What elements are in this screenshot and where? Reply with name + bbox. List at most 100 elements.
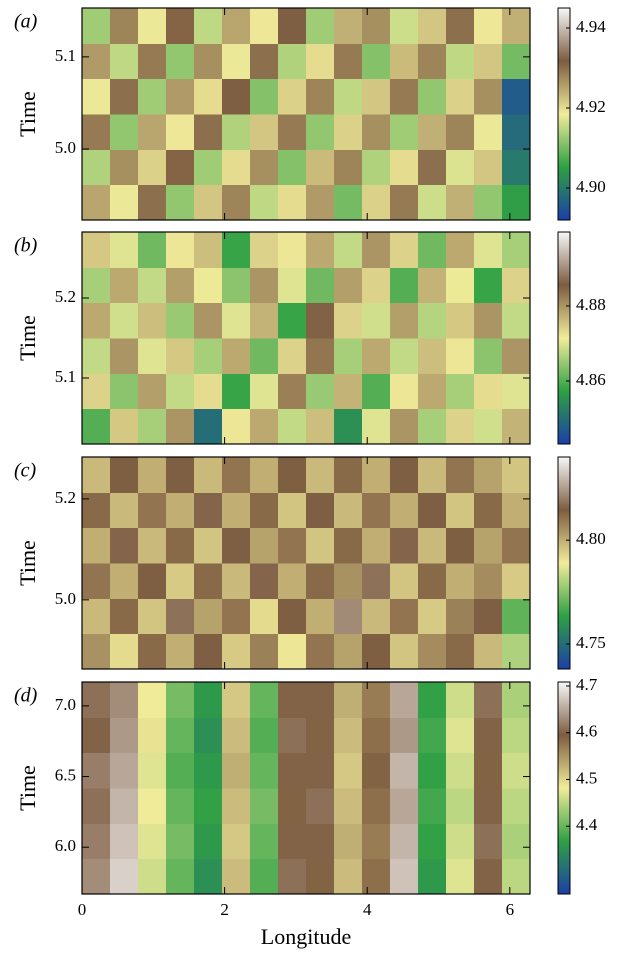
field-cell: [166, 149, 195, 186]
field-cell: [474, 457, 503, 493]
field-cell: [418, 682, 447, 718]
field-cell: [502, 78, 531, 115]
colorbar-tick-label: 4.75: [576, 633, 606, 652]
field-cell: [82, 752, 111, 789]
colorbar-tick-label: 4.5: [576, 768, 597, 787]
field-cell: [362, 682, 391, 718]
y-tick-label: 7.0: [55, 695, 76, 714]
field-cell: [82, 527, 111, 564]
field-cell: [502, 408, 531, 445]
field-cell: [82, 8, 111, 44]
field-cell: [502, 752, 531, 789]
field-cell: [390, 114, 419, 150]
field-cell: [502, 563, 531, 599]
field-cell: [474, 717, 503, 754]
field-cell: [306, 149, 335, 186]
field-cell: [138, 858, 167, 895]
field-cell: [250, 633, 279, 670]
field-cell: [474, 267, 503, 304]
field-cell: [446, 114, 475, 150]
field-cell: [334, 457, 363, 493]
field-cell: [502, 232, 531, 268]
field-cell: [110, 633, 139, 670]
field-cell: [446, 527, 475, 564]
field-cell: [306, 527, 335, 564]
field-cell: [362, 598, 391, 635]
field-cell: [306, 598, 335, 635]
field-cell: [110, 78, 139, 115]
field-cell: [138, 373, 167, 410]
field-cell: [166, 788, 195, 824]
field-cell: [166, 752, 195, 789]
field-cell: [138, 682, 167, 718]
field-cell: [390, 373, 419, 410]
field-cell: [110, 149, 139, 186]
field-cell: [362, 527, 391, 564]
panel-label: (d): [14, 685, 38, 707]
field-cell: [446, 8, 475, 44]
field-cell: [418, 114, 447, 150]
y-tick-label: 6.5: [55, 765, 76, 784]
field-cell: [82, 302, 111, 339]
field-cell: [138, 232, 167, 268]
field-cell: [250, 717, 279, 754]
x-tick-label: 2: [220, 900, 229, 919]
field-cell: [138, 457, 167, 493]
field-cell: [474, 43, 503, 80]
field-cell: [418, 788, 447, 824]
field-cell: [390, 232, 419, 268]
field-cell: [474, 823, 503, 860]
field-cell: [418, 267, 447, 304]
field-cell: [474, 682, 503, 718]
field-cell: [334, 717, 363, 754]
field-cell: [222, 633, 251, 670]
colorbar-tick-label: 4.90: [576, 177, 606, 196]
field-cell: [418, 492, 447, 529]
field-cell: [110, 114, 139, 150]
field-cell: [138, 302, 167, 339]
field-cell: [390, 492, 419, 529]
field-cell: [250, 8, 279, 44]
field-cell: [110, 717, 139, 754]
field-cell: [446, 338, 475, 374]
field-cell: [278, 267, 307, 304]
field-cell: [306, 184, 335, 221]
field-cell: [278, 8, 307, 44]
field-cell: [418, 563, 447, 599]
field-cell: [306, 457, 335, 493]
field-cell: [334, 563, 363, 599]
field-cell: [306, 8, 335, 44]
field-cell: [110, 682, 139, 718]
field-cell: [194, 633, 223, 670]
field-cell: [250, 43, 279, 80]
field-cell: [110, 823, 139, 860]
field-cell: [474, 373, 503, 410]
field-cell: [250, 492, 279, 529]
colorbar: [557, 681, 571, 895]
field-cell: [390, 184, 419, 221]
y-axis-label: Time: [15, 765, 40, 811]
field-cell: [306, 788, 335, 824]
field-cell: [306, 408, 335, 445]
field-cell: [474, 302, 503, 339]
field-cell: [306, 302, 335, 339]
field-cell: [194, 823, 223, 860]
field-cell: [110, 408, 139, 445]
field-cell: [362, 788, 391, 824]
field-cell: [278, 457, 307, 493]
field-cell: [474, 338, 503, 374]
field-cell: [334, 184, 363, 221]
field-cell: [250, 408, 279, 445]
field-cell: [166, 338, 195, 374]
field-cell: [222, 717, 251, 754]
field-cell: [250, 302, 279, 339]
field-cell: [390, 598, 419, 635]
field-cell: [334, 8, 363, 44]
field-cell: [194, 338, 223, 374]
field-cell: [138, 563, 167, 599]
field-cell: [446, 682, 475, 718]
field-cell: [278, 682, 307, 718]
field-cell: [334, 527, 363, 564]
field-cell: [390, 338, 419, 374]
y-tick-label: 6.0: [55, 836, 76, 855]
